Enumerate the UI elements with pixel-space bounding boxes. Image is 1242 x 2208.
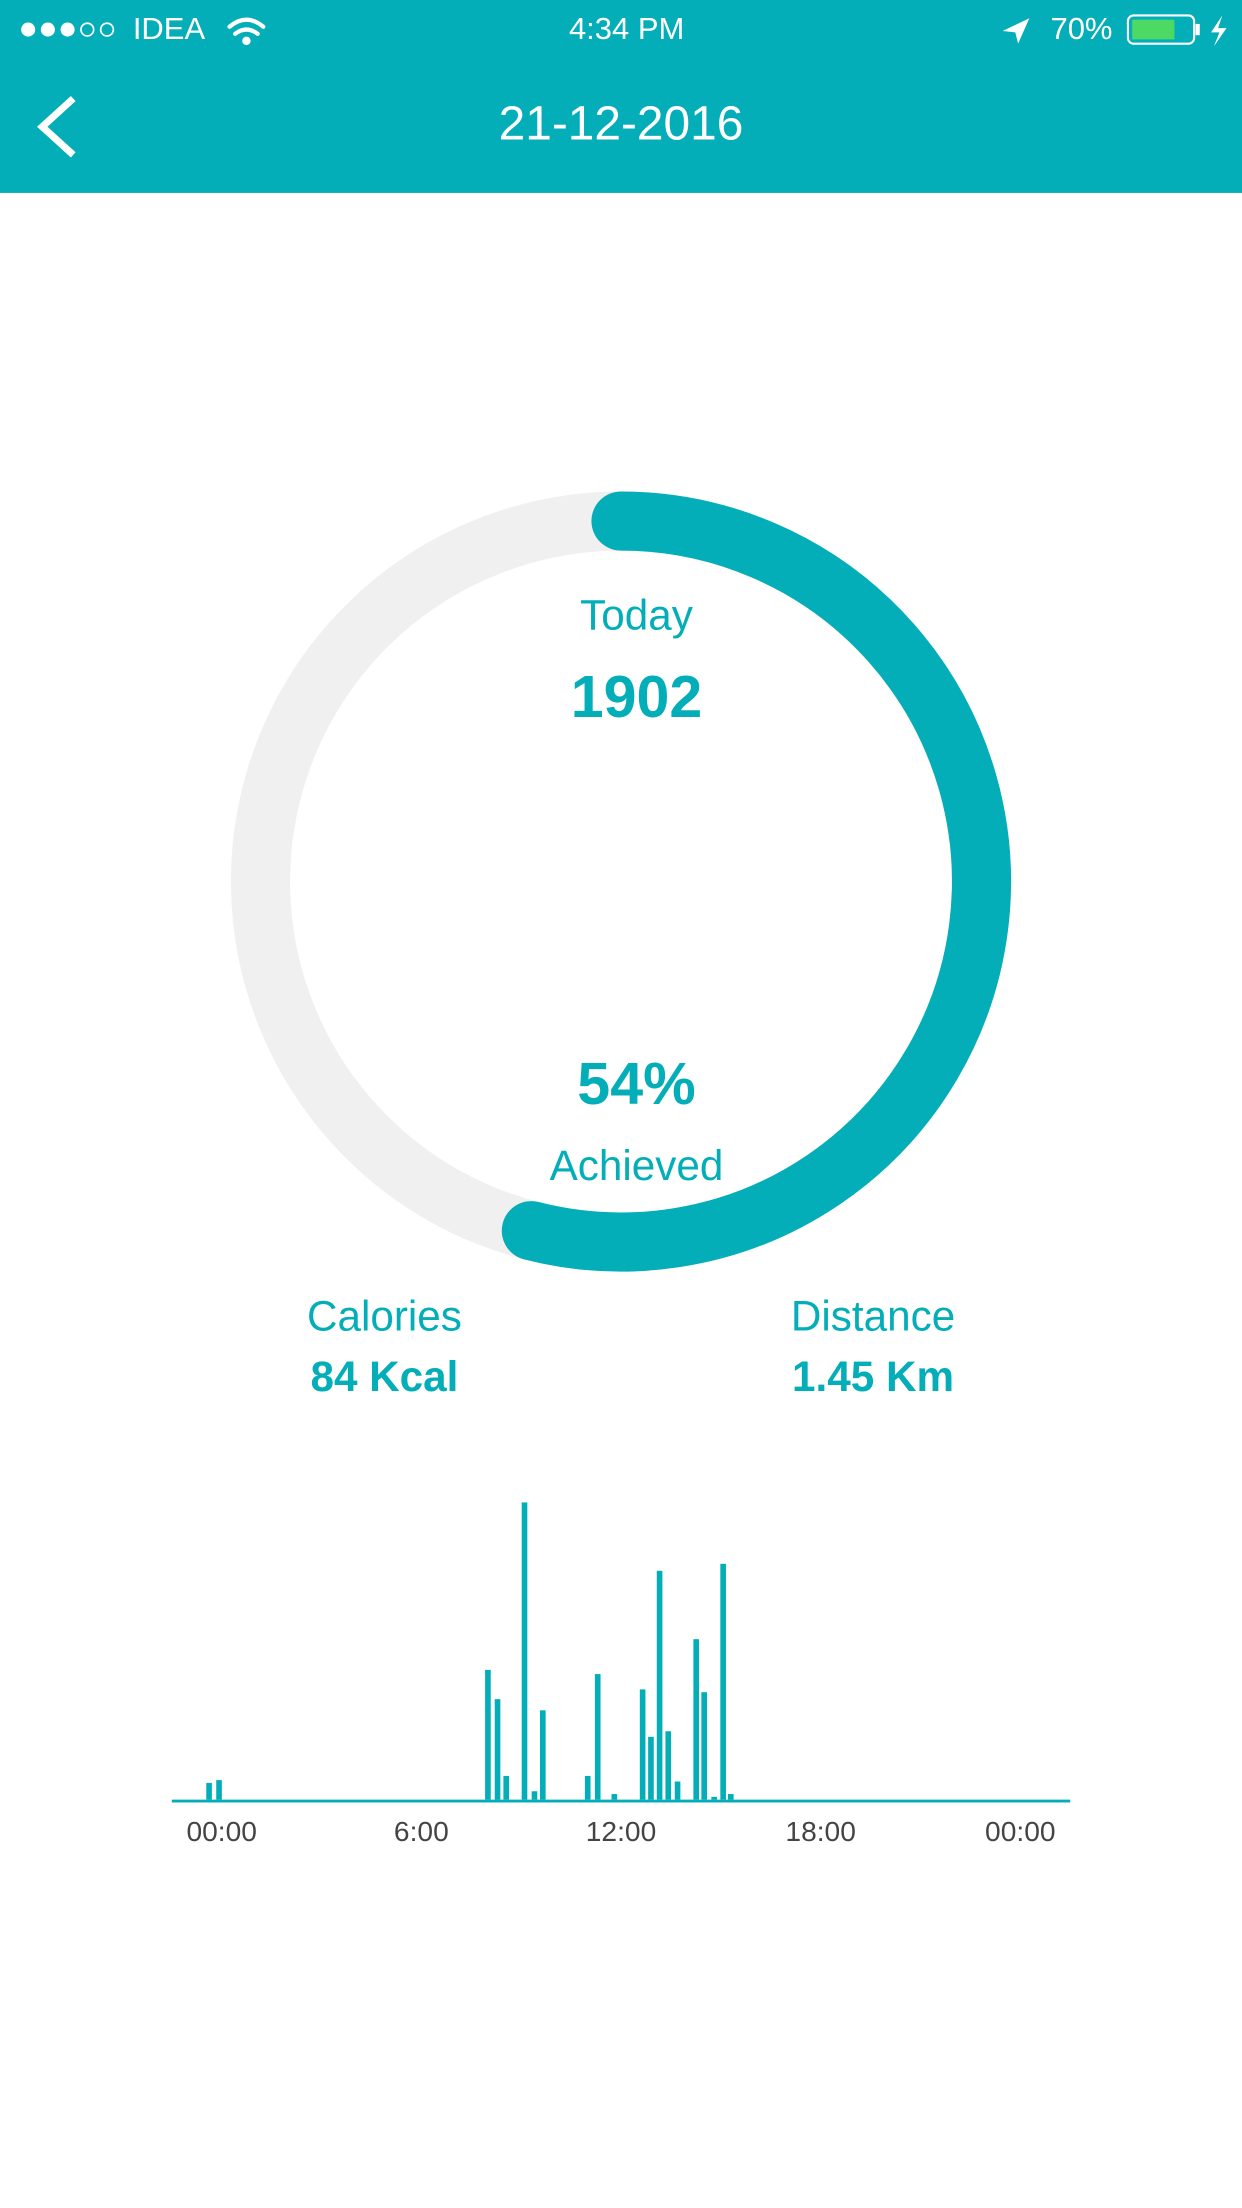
bar xyxy=(711,1796,717,1800)
ring-status: Achieved xyxy=(550,1142,724,1189)
bar xyxy=(216,1780,222,1800)
carrier: IDEA xyxy=(133,11,206,46)
stat-value: 1.45 Km xyxy=(792,1353,954,1400)
ring-progress xyxy=(501,491,1012,1272)
battery-percent: 70% xyxy=(1050,11,1112,46)
bar xyxy=(531,1791,538,1800)
x-tick-label: 00:00 xyxy=(985,1816,1055,1847)
activity-chart: 00:00 6:00 12:00 18:00 00:00 xyxy=(186,1502,1056,1847)
x-tick-label: 18:00 xyxy=(785,1816,855,1847)
bar xyxy=(665,1731,672,1800)
bar xyxy=(539,1710,546,1800)
x-tick-label: 6:00 xyxy=(394,1816,449,1847)
bar xyxy=(693,1639,700,1800)
x-tick-label: 00:00 xyxy=(186,1816,256,1847)
ring-steps: 1902 xyxy=(571,663,703,730)
bar xyxy=(656,1570,663,1800)
stat-label: Distance xyxy=(791,1293,955,1340)
stat-value: 84 Kcal xyxy=(310,1353,458,1400)
battery-icon xyxy=(1126,14,1227,47)
bar xyxy=(521,1502,528,1800)
bar xyxy=(485,1669,491,1800)
ring-percent: 54% xyxy=(577,1050,695,1117)
bar xyxy=(503,1775,510,1800)
header-bar xyxy=(0,0,1242,193)
location-icon xyxy=(1002,18,1030,44)
wifi-icon xyxy=(227,17,266,46)
x-tick-label: 12:00 xyxy=(586,1816,656,1847)
bar xyxy=(611,1794,618,1800)
bar xyxy=(720,1563,726,1800)
bar xyxy=(206,1782,212,1800)
stat-label: Calories xyxy=(307,1293,462,1340)
signal xyxy=(21,22,115,37)
ring-caption: Today xyxy=(580,591,694,638)
bar xyxy=(727,1794,734,1800)
bar xyxy=(594,1674,601,1800)
bar xyxy=(494,1699,501,1800)
bar xyxy=(648,1736,654,1800)
back-button[interactable] xyxy=(37,95,76,158)
bar xyxy=(584,1775,591,1800)
bar xyxy=(674,1781,681,1800)
clock: 4:34 PM xyxy=(569,11,684,46)
header-title: 21-12-2016 xyxy=(499,97,744,150)
bar xyxy=(701,1692,708,1800)
bar xyxy=(639,1689,646,1800)
